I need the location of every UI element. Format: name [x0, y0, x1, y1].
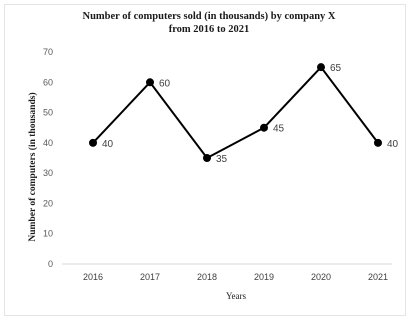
data-point — [203, 154, 211, 162]
x-tick-label: 2019 — [254, 272, 274, 282]
data-label: 65 — [330, 63, 342, 74]
data-points — [89, 63, 382, 162]
y-tick-label: 0 — [48, 259, 53, 269]
data-label: 40 — [387, 139, 399, 150]
y-tick-label: 70 — [43, 47, 53, 57]
data-label: 40 — [102, 139, 114, 150]
x-tick-label: 2018 — [197, 272, 217, 282]
data-labels: 40 60 35 45 65 40 — [102, 63, 399, 165]
chart-title-line-1: Number of computers sold (in thousands) … — [82, 11, 336, 22]
data-point — [374, 138, 382, 147]
y-tick-label: 20 — [43, 198, 53, 208]
y-axis-label: Number of computers (in thousands) — [27, 92, 38, 241]
y-tick-label: 30 — [43, 168, 53, 178]
x-tick-label: 2020 — [311, 272, 331, 282]
data-point — [317, 63, 325, 72]
y-axis-ticks: 0 10 20 30 40 50 60 70 — [43, 47, 53, 269]
data-label: 45 — [273, 124, 285, 135]
y-tick-label: 40 — [43, 138, 53, 148]
data-point — [146, 78, 154, 87]
y-tick-label: 10 — [43, 229, 53, 239]
x-axis-label: Years — [226, 291, 247, 301]
data-point — [260, 123, 268, 132]
chart-title-line-2: from 2016 to 2021 — [168, 24, 250, 35]
x-tick-label: 2021 — [368, 272, 388, 282]
y-tick-label: 50 — [43, 108, 53, 118]
data-label: 60 — [159, 78, 171, 89]
x-axis-ticks: 2016 2017 2018 2019 2020 2021 — [83, 272, 388, 282]
series-line — [92, 65, 379, 160]
x-tick-label: 2017 — [140, 272, 160, 282]
y-tick-label: 60 — [43, 77, 53, 87]
data-point — [89, 138, 97, 147]
x-tick-label: 2016 — [83, 272, 103, 282]
data-label: 35 — [216, 154, 228, 165]
